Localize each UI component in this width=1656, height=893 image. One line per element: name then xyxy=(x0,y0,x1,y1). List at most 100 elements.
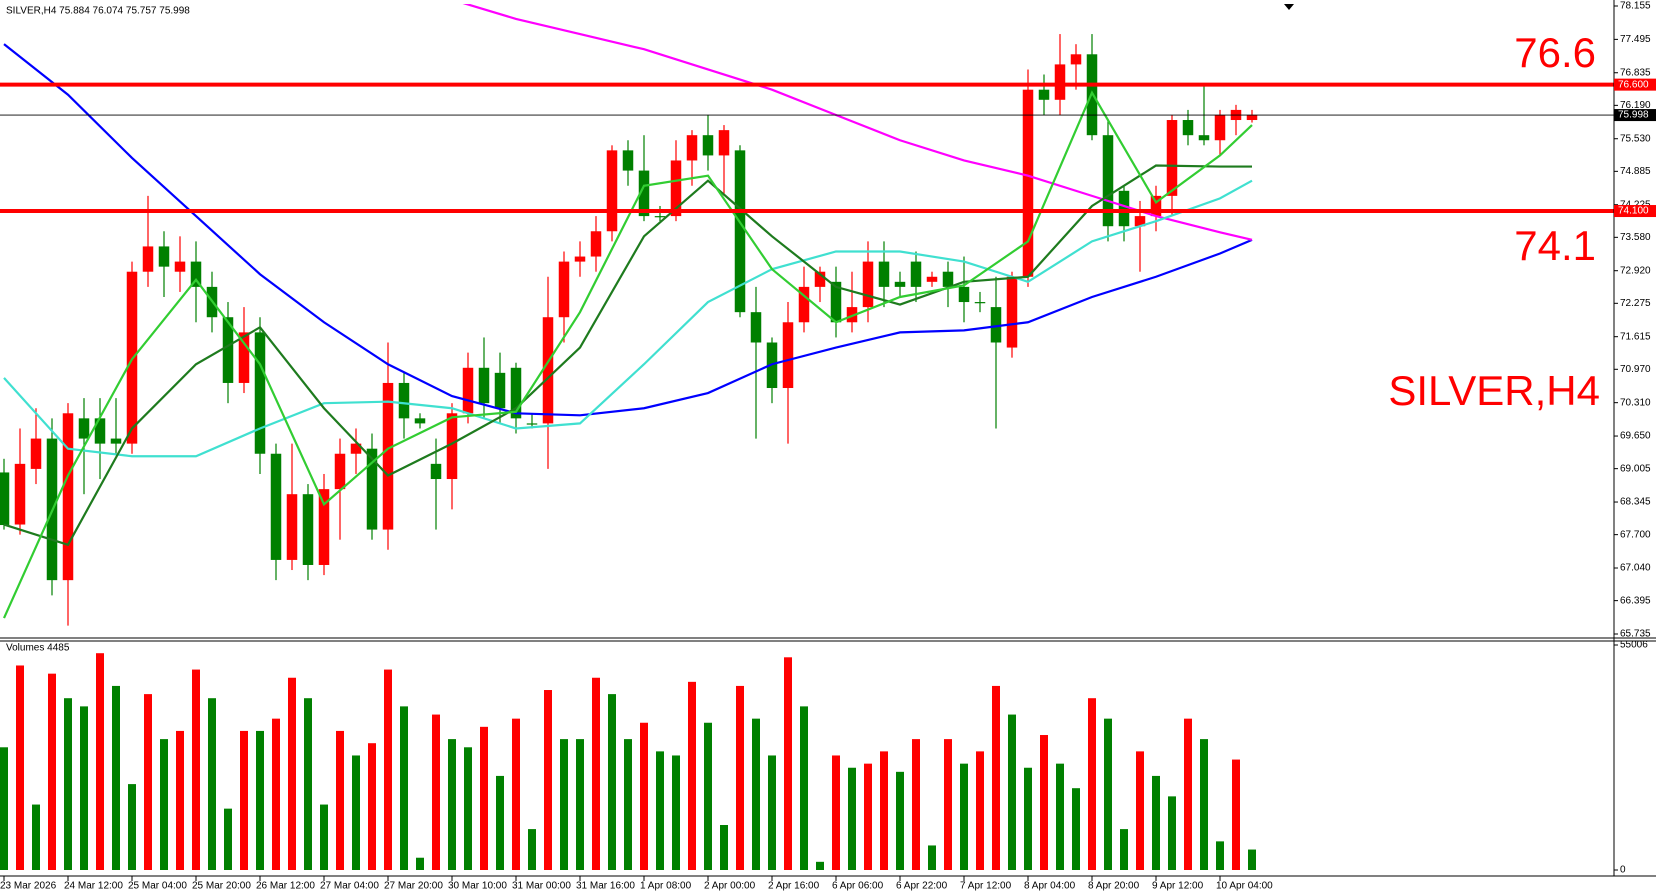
last-price-label: 75.998 xyxy=(1618,110,1649,121)
candle-body xyxy=(1198,135,1210,141)
candle-body xyxy=(654,216,666,218)
candle-body xyxy=(542,317,554,424)
moving-average xyxy=(3,179,1253,458)
volume-bar xyxy=(160,739,168,870)
volume-bar xyxy=(656,751,664,870)
candle-body xyxy=(702,135,714,156)
volume-bar xyxy=(608,694,616,870)
y-tick-label: 68.345 xyxy=(1620,497,1651,508)
y-tick-label: 70.970 xyxy=(1620,364,1651,375)
candle-body xyxy=(366,448,378,530)
volume-bar xyxy=(464,747,472,870)
candle-body xyxy=(958,286,970,303)
candle-body xyxy=(446,413,458,480)
x-tick-label: 27 Mar 04:00 xyxy=(320,881,379,892)
x-tick-label: 9 Apr 12:00 xyxy=(1152,881,1204,892)
volume-bar xyxy=(208,698,216,870)
volume-bar xyxy=(928,845,936,870)
x-tick-label: 6 Apr 22:00 xyxy=(896,881,948,892)
volume-bar xyxy=(624,739,632,870)
candle-body xyxy=(1166,120,1178,196)
candle-body xyxy=(574,256,586,262)
y-tick-label: 72.275 xyxy=(1620,298,1651,309)
candle-body xyxy=(494,372,506,409)
candle-body xyxy=(222,317,234,383)
volume-bar xyxy=(720,825,728,870)
candle-body xyxy=(350,443,362,454)
volume-bar xyxy=(64,698,72,870)
volume-bar xyxy=(1168,796,1176,870)
symbol-label: SILVER,H4 xyxy=(1388,367,1600,414)
x-tick-label: 1 Apr 08:00 xyxy=(640,881,692,892)
candle-body xyxy=(334,453,346,490)
candle-body xyxy=(1022,89,1034,277)
candle-body xyxy=(190,261,202,287)
candle-body xyxy=(910,261,922,287)
candle-body xyxy=(78,418,90,439)
volume-bar xyxy=(32,804,40,870)
volume-bar xyxy=(304,698,312,870)
volume-bar xyxy=(1104,718,1112,870)
volume-bar xyxy=(896,771,904,870)
candle-body xyxy=(926,276,938,282)
candle-body xyxy=(1118,190,1130,227)
y-tick-label: 0 xyxy=(1620,865,1626,876)
candle-body xyxy=(142,246,154,272)
volume-bar xyxy=(672,755,680,870)
candle-body xyxy=(1054,64,1066,100)
volume-bar xyxy=(1152,775,1160,870)
shift-marker xyxy=(1284,4,1294,10)
volume-bar xyxy=(176,730,184,870)
volume-bar xyxy=(368,743,376,870)
volume-bar xyxy=(800,706,808,870)
candle-body xyxy=(878,261,890,287)
moving-average xyxy=(2,90,1253,619)
candle-body xyxy=(510,367,522,419)
level-box xyxy=(1614,205,1656,218)
volume-bar xyxy=(1248,849,1256,870)
candle-body xyxy=(526,423,538,425)
volume-bar xyxy=(80,706,88,870)
candle-body xyxy=(1038,89,1050,100)
candle-body xyxy=(990,307,1002,343)
volume-bar xyxy=(272,718,280,870)
volume-bar xyxy=(0,747,8,870)
volume-bar xyxy=(48,673,56,870)
x-tick-label: 23 Mar 2026 xyxy=(0,881,57,892)
x-tick-label: 6 Apr 06:00 xyxy=(832,881,884,892)
volume-bar xyxy=(352,755,360,870)
moving-average xyxy=(3,43,1253,417)
candle-body xyxy=(718,130,730,156)
y-tick-label: 69.650 xyxy=(1620,431,1651,442)
volume-bar xyxy=(256,730,264,870)
y-tick-label: 69.005 xyxy=(1620,463,1651,474)
y-tick-label: 76.835 xyxy=(1620,67,1651,78)
candle-body xyxy=(1246,114,1258,121)
candle-body xyxy=(0,472,10,526)
candle-body xyxy=(430,463,442,480)
candle-body xyxy=(94,418,106,444)
y-tick-label: 66.395 xyxy=(1620,595,1651,606)
volume-bar xyxy=(864,763,872,870)
candle-body xyxy=(1102,135,1114,227)
candle-body xyxy=(846,307,858,323)
volume-bar xyxy=(1008,714,1016,870)
volume-bar xyxy=(1056,763,1064,870)
candle-body xyxy=(622,150,634,171)
candle-body xyxy=(30,438,42,469)
x-tick-label: 8 Apr 04:00 xyxy=(1024,881,1076,892)
candle-body xyxy=(1006,276,1018,348)
volume-bar xyxy=(768,755,776,870)
moving-average xyxy=(3,164,1252,547)
candle-body xyxy=(606,150,618,232)
volume-bar xyxy=(640,722,648,870)
y-tick-label: 71.615 xyxy=(1620,331,1651,342)
last-price-box xyxy=(1614,109,1656,122)
level-annotation: 76.6 xyxy=(1514,29,1596,76)
x-tick-label: 2 Apr 16:00 xyxy=(768,881,820,892)
candle-body xyxy=(158,246,170,267)
x-tick-label: 30 Mar 10:00 xyxy=(448,881,507,892)
volume-bar xyxy=(224,808,232,870)
volume-bar xyxy=(1184,718,1192,870)
